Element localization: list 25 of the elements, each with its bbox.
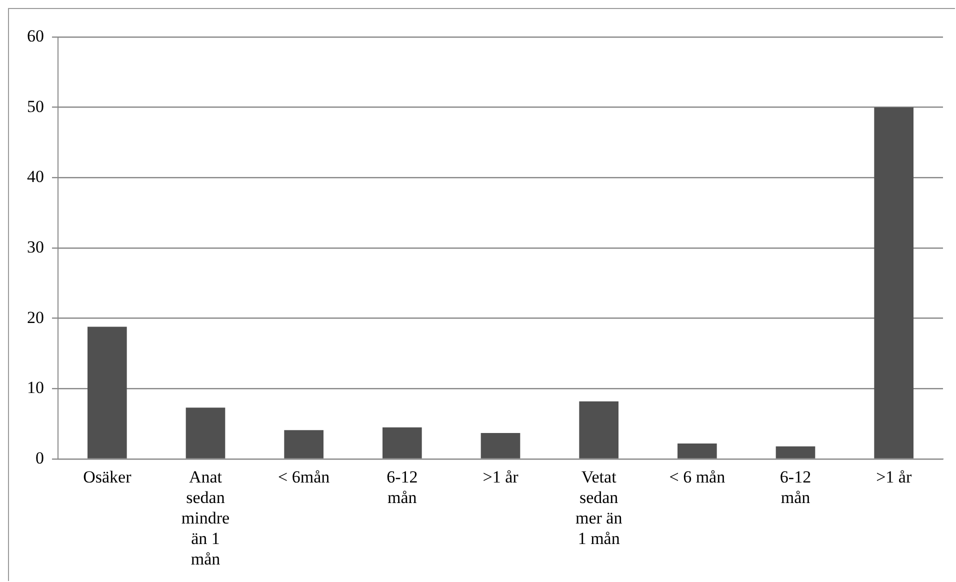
bar	[579, 401, 618, 458]
x-tick-label: 6-12 mån	[780, 468, 812, 508]
y-tick-label: 60	[27, 26, 44, 46]
bar	[776, 446, 816, 458]
x-tick-label: 6-12 mån	[386, 468, 418, 508]
bar	[382, 427, 422, 458]
x-tick-label: Anat sedan mindre än 1 mån	[181, 468, 230, 568]
bar	[284, 430, 324, 458]
bar	[88, 326, 127, 458]
bar	[874, 107, 914, 458]
x-tick-label: Vetat sedan mer än 1 mån	[575, 468, 623, 548]
y-tick-label: 10	[27, 378, 44, 398]
bar	[186, 408, 226, 458]
x-tick-label: >1 år	[876, 468, 912, 487]
y-tick-label: 40	[27, 167, 44, 186]
y-tick-label: 30	[27, 237, 44, 256]
x-tick-label: < 6 mån	[669, 468, 726, 487]
x-tick-label: Osäker	[83, 468, 132, 487]
x-tick-label: >1 år	[482, 468, 519, 487]
y-tick-label: 50	[27, 96, 44, 116]
bar	[480, 432, 520, 458]
x-tick-label: < 6mån	[278, 468, 330, 487]
bar	[678, 444, 717, 458]
y-tick-label: 20	[27, 308, 44, 327]
y-tick-label: 0	[36, 448, 44, 468]
